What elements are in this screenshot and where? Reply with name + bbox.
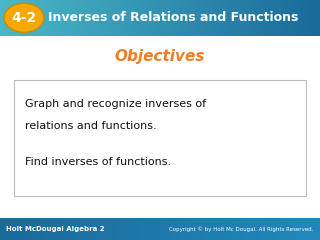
Text: Holt McDougal Algebra 2: Holt McDougal Algebra 2 <box>6 226 105 232</box>
FancyBboxPatch shape <box>14 80 306 196</box>
Text: Find inverses of functions.: Find inverses of functions. <box>25 157 171 167</box>
Ellipse shape <box>4 3 44 32</box>
Text: Graph and recognize inverses of: Graph and recognize inverses of <box>25 99 206 109</box>
Text: relations and functions.: relations and functions. <box>25 121 156 131</box>
Text: Inverses of Relations and Functions: Inverses of Relations and Functions <box>48 11 298 24</box>
Text: Copyright © by Holt Mc Dougal. All Rights Reserved.: Copyright © by Holt Mc Dougal. All Right… <box>169 226 314 232</box>
Text: Objectives: Objectives <box>115 49 205 64</box>
Text: 4-2: 4-2 <box>12 11 36 25</box>
